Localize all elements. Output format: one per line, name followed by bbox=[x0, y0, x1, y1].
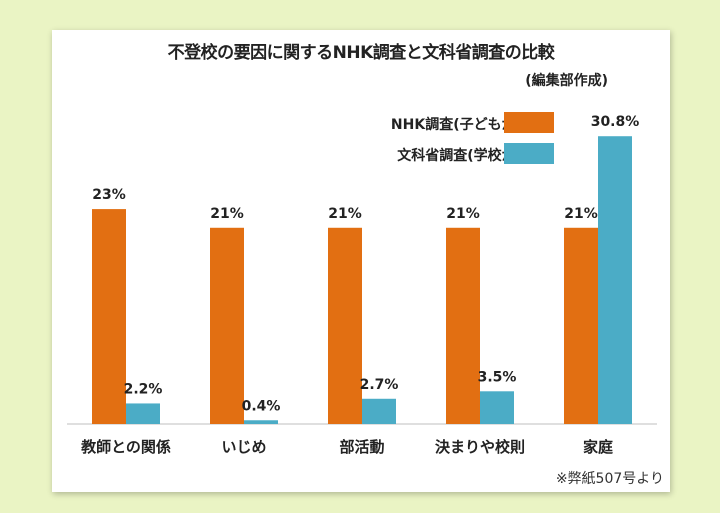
bar-monka-1 bbox=[244, 420, 278, 424]
data-label-nhk-4: 21% bbox=[564, 206, 598, 222]
bar-nhk-1 bbox=[210, 227, 244, 424]
data-label-nhk-3: 21% bbox=[446, 206, 480, 222]
legend-item-monka: 文科省調査(学校が回答) bbox=[52, 143, 670, 165]
data-label-nhk-1: 21% bbox=[210, 206, 244, 222]
bar-monka-2 bbox=[362, 398, 396, 424]
chart-title: 不登校の要因に関するNHK調査と文科省調査の比較 bbox=[167, 43, 555, 63]
chart-card: 不登校の要因に関するNHK調査と文科省調査の比較 (編集部作成) NHK調査(子… bbox=[52, 30, 670, 492]
data-label-nhk-0: 23% bbox=[92, 187, 126, 203]
data-label-monka-3: 3.5% bbox=[478, 369, 517, 385]
legend-item-nhk: NHK調査(子どもが回答) bbox=[52, 112, 670, 134]
bar-monka-3 bbox=[480, 391, 514, 424]
category-label-4: 家庭 bbox=[583, 438, 614, 456]
source-note: ※弊紙507号より bbox=[555, 471, 664, 487]
data-label-monka-1: 0.4% bbox=[242, 398, 281, 414]
legend-swatch-monka bbox=[504, 143, 554, 164]
category-label-2: 部活動 bbox=[339, 438, 384, 456]
category-label-3: 決まりや校則 bbox=[435, 438, 525, 456]
bar-monka-0 bbox=[126, 403, 160, 424]
bar-nhk-4 bbox=[564, 227, 598, 424]
data-label-monka-0: 2.2% bbox=[124, 381, 163, 397]
category-label-0: 教師との関係 bbox=[80, 438, 171, 456]
data-label-nhk-2: 21% bbox=[328, 206, 362, 222]
bar-nhk-2 bbox=[328, 227, 362, 424]
data-label-monka-4: 30.8% bbox=[591, 114, 640, 130]
bar-chart-plot: 23% 2.2% 教師との関係 21% 0.4% いじめ 21% 2.7% 部活動 21% 3.5%… bbox=[67, 114, 657, 456]
bar-nhk-0 bbox=[92, 209, 126, 424]
data-label-monka-2: 2.7% bbox=[360, 377, 399, 393]
bar-nhk-3 bbox=[446, 227, 480, 424]
legend-swatch-nhk bbox=[504, 112, 554, 133]
category-label-1: いじめ bbox=[221, 438, 266, 456]
chart-subtitle: (編集部作成) bbox=[525, 73, 608, 89]
bar-monka-4 bbox=[598, 136, 632, 424]
